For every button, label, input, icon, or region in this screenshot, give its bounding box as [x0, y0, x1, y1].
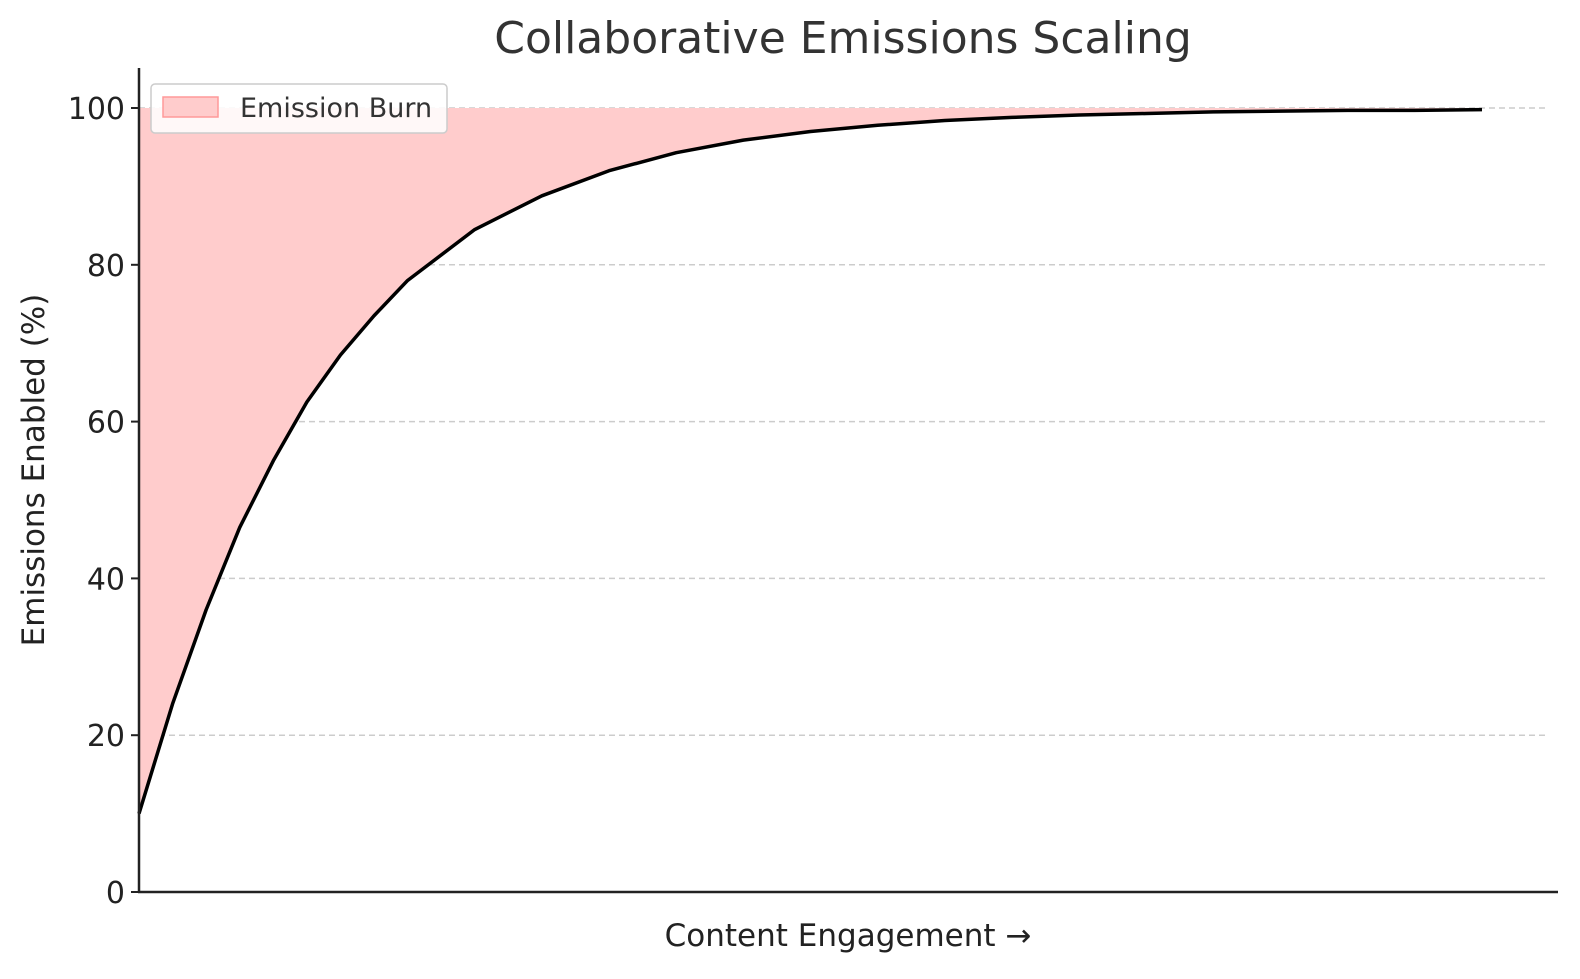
emission-curve — [137, 107, 1483, 815]
y-ticks: 0 20 40 60 80 100 — [68, 92, 139, 911]
line-layer — [137, 107, 1483, 815]
legend-label: Emission Burn — [240, 93, 432, 124]
plot-area — [139, 108, 1482, 814]
y-tick-label: 0 — [106, 876, 125, 911]
legend: Emission Burn — [150, 83, 448, 134]
y-tick-label: 40 — [87, 562, 125, 597]
x-axis-label: Content Engagement → — [665, 918, 1032, 954]
emission-burn-area — [139, 108, 1482, 814]
y-tick-label: 100 — [68, 92, 125, 127]
legend-swatch — [162, 96, 219, 118]
legend-frame — [150, 83, 448, 134]
chart-title: Collaborative Emissions Scaling — [494, 13, 1192, 64]
y-tick-label: 60 — [87, 406, 125, 441]
y-tick-label: 20 — [87, 719, 125, 754]
y-tick-label: 80 — [87, 249, 125, 284]
y-axis-label: Emissions Enabled (%) — [16, 294, 52, 647]
